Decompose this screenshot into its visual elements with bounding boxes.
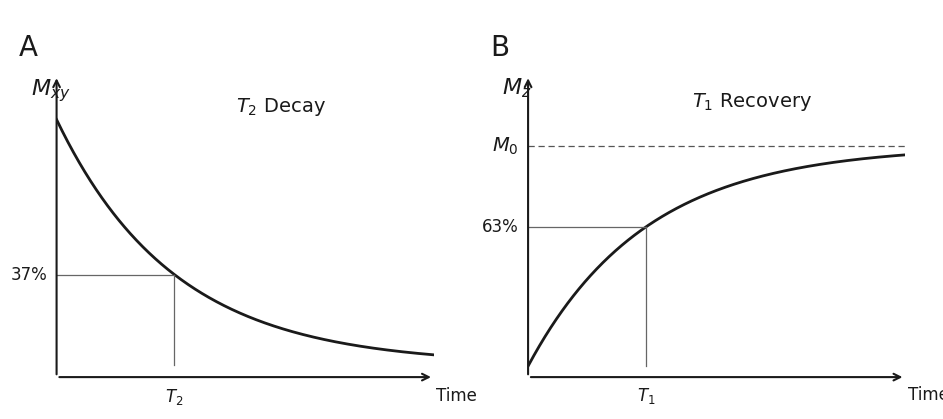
Text: 37%: 37%	[10, 266, 47, 284]
Text: $\mathit{T}_2$ Decay: $\mathit{T}_2$ Decay	[236, 96, 325, 118]
Text: 63%: 63%	[482, 218, 519, 236]
Text: $\mathit{T}_1$: $\mathit{T}_1$	[637, 386, 655, 406]
Text: B: B	[490, 34, 509, 62]
Text: Time: Time	[437, 387, 477, 405]
Text: Time: Time	[908, 386, 943, 404]
Text: $\mathit{M}_z$: $\mathit{M}_z$	[503, 77, 532, 101]
Text: $\mathit{T}_2$: $\mathit{T}_2$	[165, 387, 184, 407]
Text: A: A	[19, 34, 38, 62]
Text: $\mathit{T}_1$ Recovery: $\mathit{T}_1$ Recovery	[692, 91, 812, 113]
Text: $\mathit{M}_{xy}$: $\mathit{M}_{xy}$	[30, 77, 71, 103]
Text: $\mathit{M}_0$: $\mathit{M}_0$	[492, 135, 519, 157]
